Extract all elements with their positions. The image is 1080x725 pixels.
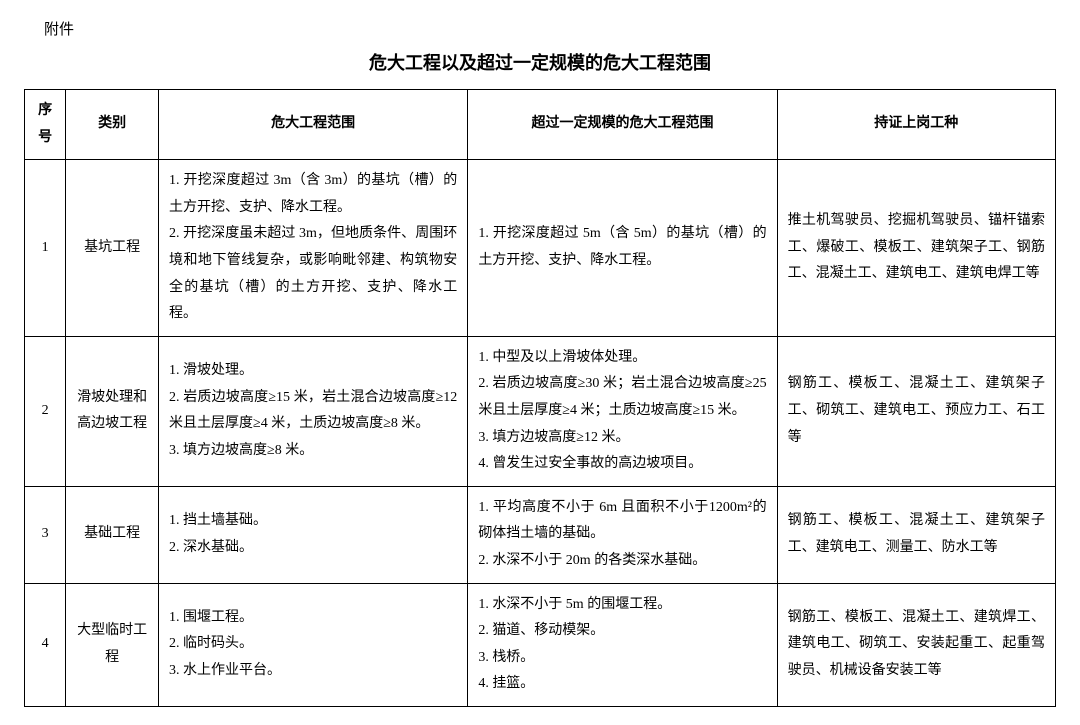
attachment-label: 附件 [44, 18, 1056, 39]
table-row: 1 基坑工程 1. 开挖深度超过 3m（含 3m）的基坑（槽）的土方开挖、支护、… [25, 160, 1056, 337]
cell-cat: 大型临时工程 [66, 583, 159, 706]
th-scope-a: 危大工程范围 [159, 90, 468, 160]
table-row: 2 滑坡处理和高边坡工程 1. 滑坡处理。2. 岩质边坡高度≥15 米，岩土混合… [25, 336, 1056, 486]
cell-a: 1. 开挖深度超过 3m（含 3m）的基坑（槽）的土方开挖、支护、降水工程。2.… [159, 160, 468, 337]
cell-c: 钢筋工、模板工、混凝土工、建筑架子工、建筑电工、测量工、防水工等 [777, 486, 1055, 583]
cell-c: 推土机驾驶员、挖掘机驾驶员、锚杆锚索工、爆破工、模板工、建筑架子工、钢筋工、混凝… [777, 160, 1055, 337]
cell-a: 1. 围堰工程。2. 临时码头。3. 水上作业平台。 [159, 583, 468, 706]
cell-a: 1. 滑坡处理。2. 岩质边坡高度≥15 米，岩土混合边坡高度≥12 米且土层厚… [159, 336, 468, 486]
cell-idx: 1 [25, 160, 66, 337]
table-row: 3 基础工程 1. 挡土墙基础。2. 深水基础。 1. 平均高度不小于 6m 且… [25, 486, 1056, 583]
cell-cat: 滑坡处理和高边坡工程 [66, 336, 159, 486]
cell-b: 1. 中型及以上滑坡体处理。2. 岩质边坡高度≥30 米；岩土混合边坡高度≥25… [468, 336, 777, 486]
cell-idx: 2 [25, 336, 66, 486]
cell-b: 1. 平均高度不小于 6m 且面积不小于1200m²的砌体挡土墙的基础。2. 水… [468, 486, 777, 583]
cell-b: 1. 水深不小于 5m 的围堰工程。2. 猫道、移动模架。3. 栈桥。4. 挂篮… [468, 583, 777, 706]
cell-cat: 基坑工程 [66, 160, 159, 337]
table-row: 4 大型临时工程 1. 围堰工程。2. 临时码头。3. 水上作业平台。 1. 水… [25, 583, 1056, 706]
th-idx: 序号 [25, 90, 66, 160]
cell-c: 钢筋工、模板工、混凝土工、建筑架子工、砌筑工、建筑电工、预应力工、石工等 [777, 336, 1055, 486]
cell-a: 1. 挡土墙基础。2. 深水基础。 [159, 486, 468, 583]
th-scope-c: 持证上岗工种 [777, 90, 1055, 160]
cell-cat: 基础工程 [66, 486, 159, 583]
cell-c: 钢筋工、模板工、混凝土工、建筑焊工、建筑电工、砌筑工、安装起重工、起重驾驶员、机… [777, 583, 1055, 706]
cell-b: 1. 开挖深度超过 5m（含 5m）的基坑（槽）的土方开挖、支护、降水工程。 [468, 160, 777, 337]
scope-table: 序号 类别 危大工程范围 超过一定规模的危大工程范围 持证上岗工种 1 基坑工程… [24, 89, 1056, 707]
cell-idx: 3 [25, 486, 66, 583]
cell-idx: 4 [25, 583, 66, 706]
table-header-row: 序号 类别 危大工程范围 超过一定规模的危大工程范围 持证上岗工种 [25, 90, 1056, 160]
th-scope-b: 超过一定规模的危大工程范围 [468, 90, 777, 160]
th-cat: 类别 [66, 90, 159, 160]
page-title: 危大工程以及超过一定规模的危大工程范围 [24, 49, 1056, 75]
